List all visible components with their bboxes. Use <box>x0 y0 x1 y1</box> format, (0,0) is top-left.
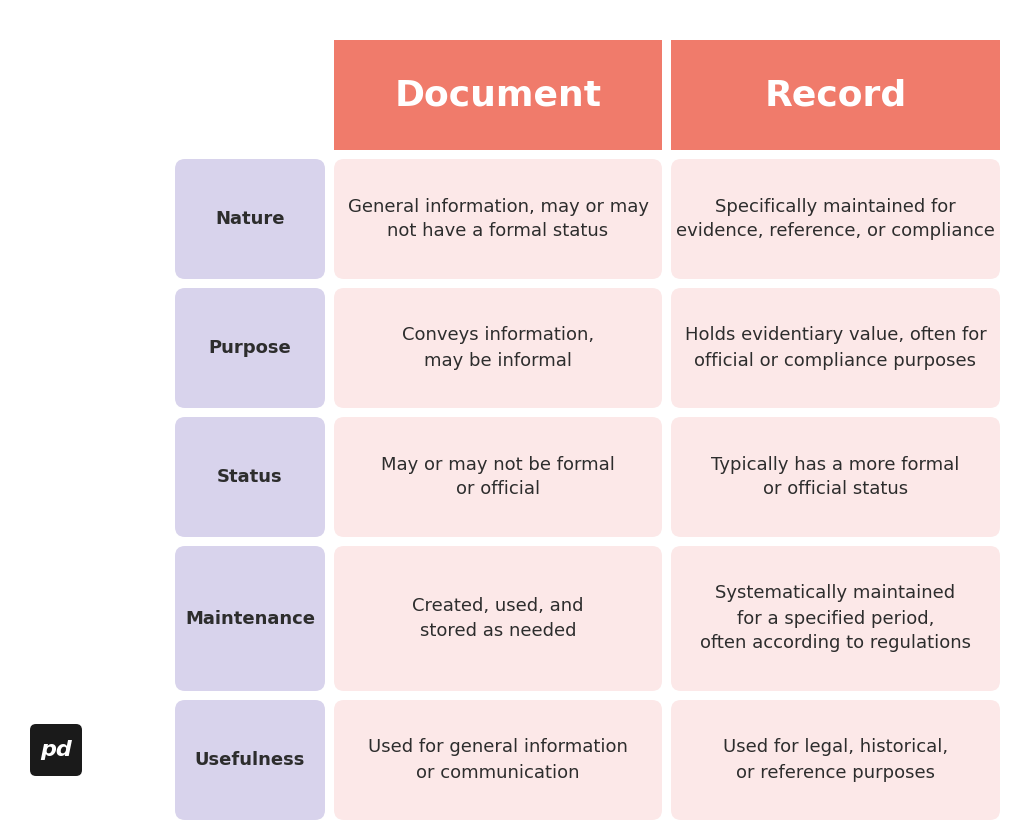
FancyBboxPatch shape <box>334 288 662 408</box>
FancyBboxPatch shape <box>175 546 325 691</box>
Text: Usefulness: Usefulness <box>195 751 305 769</box>
Text: Nature: Nature <box>215 210 285 228</box>
FancyBboxPatch shape <box>671 700 1000 820</box>
FancyBboxPatch shape <box>334 546 662 691</box>
FancyBboxPatch shape <box>175 700 325 820</box>
Text: Purpose: Purpose <box>209 339 292 357</box>
Text: Used for general information
or communication: Used for general information or communic… <box>368 738 628 781</box>
Text: Status: Status <box>217 468 283 486</box>
Bar <box>671 40 1000 150</box>
Text: pd: pd <box>40 740 72 760</box>
Text: Used for legal, historical,
or reference purposes: Used for legal, historical, or reference… <box>723 738 948 781</box>
Text: Record: Record <box>764 78 906 112</box>
Text: Systematically maintained
for a specified period,
often according to regulations: Systematically maintained for a specifie… <box>700 585 971 653</box>
Text: Created, used, and
stored as needed: Created, used, and stored as needed <box>413 597 584 640</box>
FancyBboxPatch shape <box>671 417 1000 537</box>
Text: Holds evidentiary value, often for
official or compliance purposes: Holds evidentiary value, often for offic… <box>685 326 986 369</box>
Text: Conveys information,
may be informal: Conveys information, may be informal <box>402 326 594 369</box>
Text: General information, may or may
not have a formal status: General information, may or may not have… <box>347 197 648 240</box>
FancyBboxPatch shape <box>671 288 1000 408</box>
FancyBboxPatch shape <box>30 724 82 776</box>
Text: Document: Document <box>394 78 601 112</box>
FancyBboxPatch shape <box>334 159 662 279</box>
Text: Maintenance: Maintenance <box>185 610 315 628</box>
FancyBboxPatch shape <box>671 546 1000 691</box>
FancyBboxPatch shape <box>334 417 662 537</box>
Text: May or may not be formal
or official: May or may not be formal or official <box>381 455 615 499</box>
FancyBboxPatch shape <box>175 417 325 537</box>
Text: Specifically maintained for
evidence, reference, or compliance: Specifically maintained for evidence, re… <box>676 197 995 240</box>
FancyBboxPatch shape <box>175 159 325 279</box>
FancyBboxPatch shape <box>671 159 1000 279</box>
FancyBboxPatch shape <box>175 288 325 408</box>
FancyBboxPatch shape <box>334 700 662 820</box>
Text: Typically has a more formal
or official status: Typically has a more formal or official … <box>712 455 959 499</box>
Bar <box>334 40 662 150</box>
